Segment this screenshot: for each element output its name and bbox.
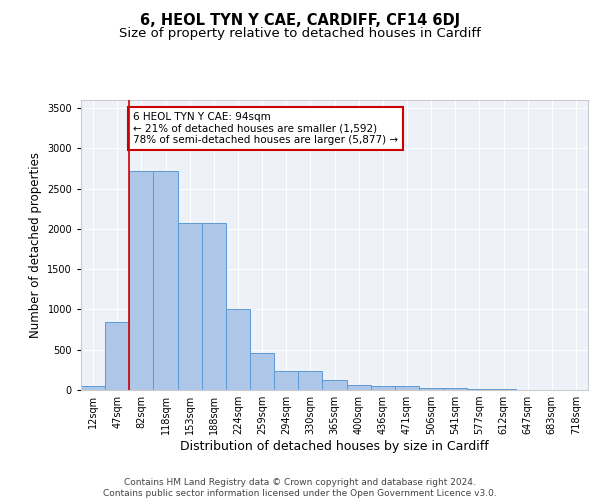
Bar (491, 389, 515, 390)
Text: 6, HEOL TYN Y CAE, CARDIFF, CF14 6DJ: 6, HEOL TYN Y CAE, CARDIFF, CF14 6DJ (140, 12, 460, 28)
Bar (419, 388, 443, 390)
Bar (105, 322, 129, 390)
Text: Contains HM Land Registry data © Crown copyright and database right 2024.
Contai: Contains HM Land Registry data © Crown c… (103, 478, 497, 498)
Bar (467, 389, 491, 390)
Bar (347, 385, 371, 390)
Bar (154, 171, 178, 390)
Bar (202, 224, 226, 390)
Bar (250, 353, 274, 390)
Bar (443, 388, 467, 390)
Bar (129, 171, 154, 390)
Bar (274, 372, 298, 390)
Bar (371, 386, 395, 390)
Bar (298, 372, 322, 390)
Bar (178, 224, 202, 390)
Text: Size of property relative to detached houses in Cardiff: Size of property relative to detached ho… (119, 28, 481, 40)
Bar (395, 386, 419, 390)
Y-axis label: Number of detached properties: Number of detached properties (29, 152, 41, 338)
X-axis label: Distribution of detached houses by size in Cardiff: Distribution of detached houses by size … (180, 440, 489, 453)
Bar (226, 308, 250, 390)
Text: 6 HEOL TYN Y CAE: 94sqm
← 21% of detached houses are smaller (1,592)
78% of semi: 6 HEOL TYN Y CAE: 94sqm ← 21% of detache… (133, 112, 398, 146)
Bar (81, 386, 105, 390)
Bar (322, 380, 347, 390)
